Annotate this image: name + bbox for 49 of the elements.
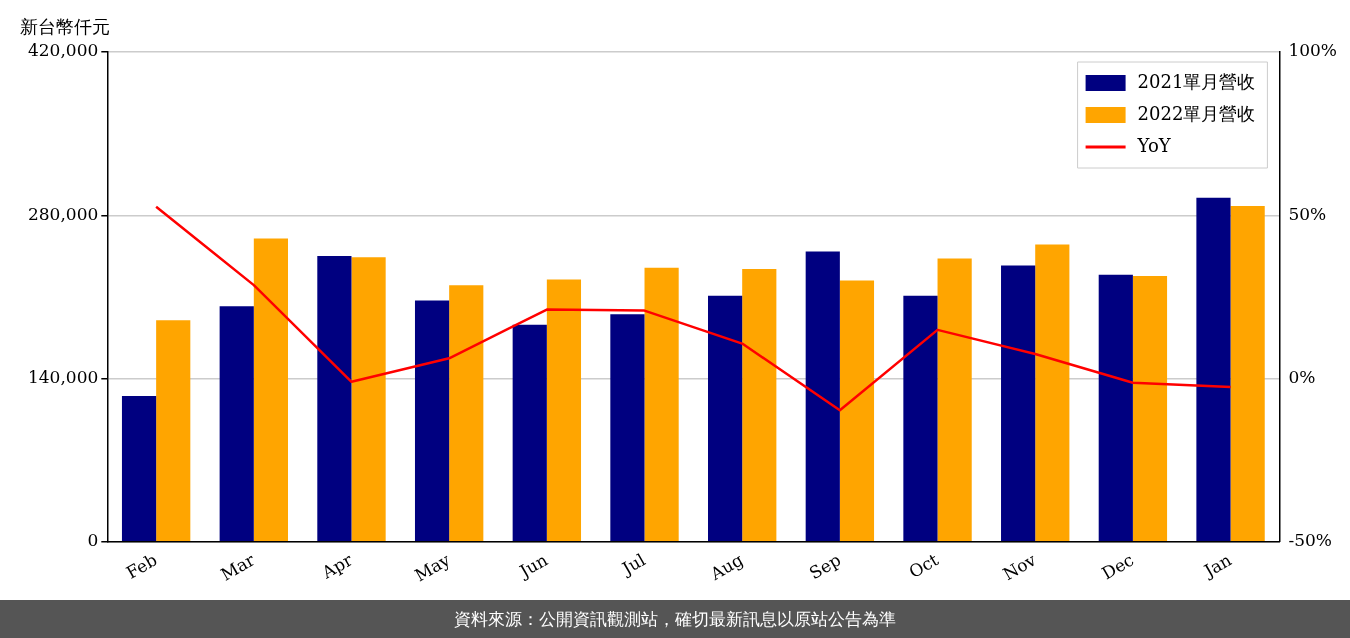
x-tick-label: May <box>411 549 454 586</box>
bar <box>937 258 972 542</box>
y2-tick-label: -50% <box>1288 530 1332 551</box>
x-tick-label: Aug <box>706 549 747 585</box>
bar <box>1035 244 1070 542</box>
y-tick-label: 280,000 <box>27 203 99 224</box>
legend-label: 2021單月營收 <box>1137 70 1256 92</box>
x-tick-label: Oct <box>905 549 942 583</box>
bar <box>1098 274 1133 542</box>
bar <box>610 314 645 542</box>
y-tick-label: 0 <box>87 530 99 551</box>
bar <box>121 396 157 542</box>
x-tick-label: Apr <box>317 549 357 584</box>
x-tick-label: Jun <box>514 549 552 583</box>
bar <box>644 267 679 542</box>
y-tick-label: 140,000 <box>27 366 99 387</box>
bar <box>1132 275 1168 542</box>
y2-tick-label: 0% <box>1288 366 1316 387</box>
bar <box>512 324 547 542</box>
bar <box>839 280 875 542</box>
bar <box>317 256 352 542</box>
y2-tick-label: 50% <box>1288 203 1327 224</box>
x-tick-label: Mar <box>217 549 259 585</box>
x-tick-label: Sep <box>805 549 845 584</box>
bar <box>449 285 484 542</box>
bar <box>156 320 191 542</box>
x-tick-label: Feb <box>122 549 161 583</box>
bar <box>253 238 288 542</box>
y-tick-label: 420,000 <box>27 40 99 61</box>
bar <box>742 268 777 542</box>
bar <box>1001 265 1036 542</box>
bar <box>708 295 743 542</box>
x-tick-label: Dec <box>1098 549 1138 584</box>
bar <box>351 257 386 542</box>
bar <box>1196 197 1231 542</box>
x-tick-label: Jul <box>616 549 649 580</box>
x-tick-label: Jan <box>1198 549 1235 582</box>
source-note: 資料來源：公開資訊觀測站，確切最新訊息以原站公告為準 <box>454 607 896 631</box>
bar <box>1230 205 1265 542</box>
x-tick-label: Nov <box>999 549 1040 585</box>
y2-tick-label: 100% <box>1288 40 1338 61</box>
bar <box>805 251 840 542</box>
y-axis-title: 新台幣仟元 <box>20 15 110 37</box>
bar <box>414 300 450 542</box>
legend-label: 2022單月營收 <box>1137 102 1256 124</box>
legend-label: YoY <box>1136 134 1172 156</box>
bar <box>219 306 254 542</box>
bar <box>903 295 938 542</box>
bar <box>546 279 582 542</box>
